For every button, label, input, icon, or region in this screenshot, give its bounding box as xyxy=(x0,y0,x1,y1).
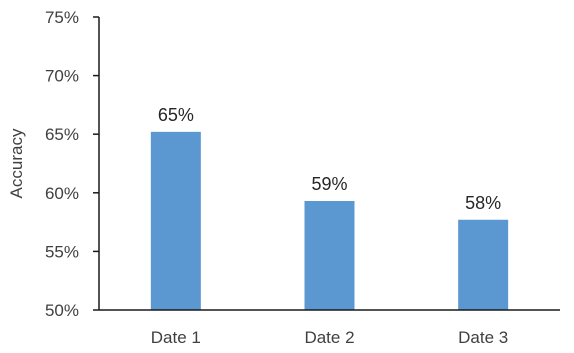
bar-2 xyxy=(304,201,355,310)
data-labels: 65% 59% 58% xyxy=(158,105,501,213)
data-label-3: 58% xyxy=(465,193,501,213)
y-axis-tick-labels: 50% 55% 60% 65% 70% 75% xyxy=(45,8,79,320)
bar-1 xyxy=(150,131,201,310)
y-axis-tick-label: 75% xyxy=(45,8,79,27)
bar-3 xyxy=(458,219,509,310)
y-axis-title: Accuracy xyxy=(7,128,26,198)
x-axis-tick-label: Date 3 xyxy=(458,328,508,347)
x-axis-tick-labels: Date 1 Date 2 Date 3 xyxy=(151,328,508,347)
data-label-2: 59% xyxy=(311,174,347,194)
y-axis-tick-label: 60% xyxy=(45,184,79,203)
y-axis-ticks xyxy=(93,16,99,311)
bars xyxy=(150,131,509,310)
y-axis-tick-label: 50% xyxy=(45,301,79,320)
y-axis-tick-label: 70% xyxy=(45,67,79,86)
y-axis-tick-label: 65% xyxy=(45,125,79,144)
data-label-1: 65% xyxy=(158,105,194,125)
y-axis-tick-label: 55% xyxy=(45,242,79,261)
x-axis-tick-label: Date 1 xyxy=(151,328,201,347)
x-axis-tick-label: Date 2 xyxy=(304,328,354,347)
